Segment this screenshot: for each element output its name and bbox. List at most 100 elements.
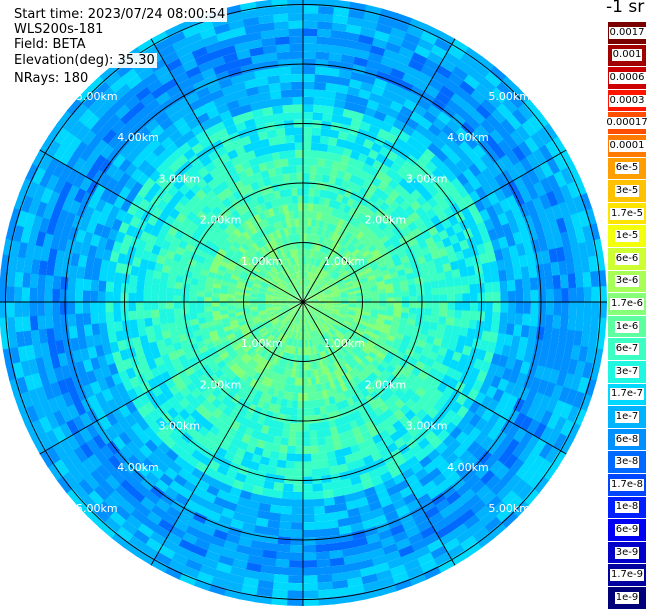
range-cell [324, 98, 336, 107]
range-cell [309, 423, 317, 431]
range-cell [303, 13, 319, 21]
range-cell [288, 552, 303, 560]
range-cell [553, 302, 561, 317]
range-cell [286, 135, 296, 143]
range-cell [507, 280, 515, 292]
range-cell [293, 203, 299, 211]
range-cell [552, 275, 561, 290]
range-cell [29, 301, 37, 316]
range-cell [291, 188, 298, 196]
range-cell [401, 291, 409, 297]
range-cell [318, 14, 335, 23]
range-cell [424, 302, 432, 309]
range-cell [302, 439, 310, 447]
range-cell [409, 290, 417, 297]
range-cell [545, 315, 554, 329]
range-cell [316, 574, 332, 583]
range-cell [296, 173, 303, 181]
range-cell [545, 276, 554, 290]
colorbar-label: 0.001 [612, 49, 643, 61]
range-cell [287, 575, 303, 583]
range-cell [583, 317, 592, 334]
range-cell [303, 6, 320, 14]
range-cell [302, 552, 317, 560]
colorbar-label: 6e-5 [615, 162, 640, 174]
range-cell [292, 89, 304, 97]
range-cell [287, 583, 303, 591]
range-cell [576, 287, 584, 303]
range-cell [324, 90, 337, 99]
range-cell [166, 301, 174, 309]
range-cell [269, 83, 282, 92]
colorbar-segment: 3e-9 [607, 541, 647, 565]
colorbar-segment: 0.0003 [607, 89, 647, 113]
range-cell [219, 306, 227, 311]
range-cell [470, 302, 478, 312]
range-cell [303, 59, 317, 67]
colorbar-segment: 1e-6 [607, 315, 647, 339]
range-cell [67, 301, 75, 314]
range-cell [68, 276, 77, 290]
range-cell [286, 453, 295, 461]
range-cell [277, 51, 291, 60]
range-cell [174, 301, 182, 308]
range-cell [507, 313, 516, 325]
range-cell [290, 181, 297, 189]
range-cell [303, 416, 310, 424]
ring-label: 2.00km [365, 378, 407, 391]
range-cell [313, 514, 326, 523]
range-cell [324, 505, 337, 514]
range-cell [297, 393, 303, 401]
range-cell [113, 311, 121, 322]
range-cell [416, 289, 424, 296]
range-cell [314, 82, 327, 91]
ring-label: 2.00km [365, 214, 407, 227]
range-cell [303, 226, 307, 234]
range-cell [447, 286, 455, 295]
colorbar-segment: 6e-9 [607, 518, 647, 542]
range-cell [317, 29, 333, 38]
range-cell [113, 281, 121, 292]
range-cell [105, 291, 113, 302]
range-cell [129, 319, 138, 330]
range-cell [310, 453, 319, 461]
range-cell [316, 567, 332, 576]
colorbar-label: 1.7e-6 [610, 298, 644, 310]
range-cell [114, 320, 123, 331]
range-cell [303, 211, 308, 219]
range-cell [278, 67, 292, 76]
range-cell [37, 273, 46, 288]
range-cell [569, 288, 577, 303]
range-cell [303, 180, 310, 188]
range-cell [303, 188, 309, 196]
range-cell [538, 289, 546, 303]
range-cell [530, 277, 539, 291]
range-cell [498, 270, 507, 282]
range-cell [302, 530, 315, 538]
colorbar-segment: 6e-5 [607, 157, 647, 181]
range-cell [292, 196, 298, 204]
range-cell [270, 90, 283, 99]
range-cell [303, 104, 314, 112]
range-cell [318, 452, 328, 461]
range-cell [379, 302, 387, 307]
range-cell [279, 151, 288, 160]
range-cell [417, 302, 425, 309]
ring-label: 5.00km [76, 502, 118, 515]
range-cell [311, 468, 321, 476]
range-cell [67, 289, 75, 302]
colorbar-label: 6e-7 [615, 343, 640, 355]
range-cell [298, 378, 303, 386]
range-cell [313, 112, 324, 120]
range-cell [292, 492, 303, 500]
range-cell [309, 430, 317, 438]
ring-label: 1.00km [241, 337, 283, 350]
range-cell [137, 318, 146, 328]
range-cell [500, 281, 508, 293]
range-cell [394, 292, 402, 298]
range-cell [280, 506, 292, 515]
range-cell [311, 135, 321, 143]
colorbar-label: 6e-6 [615, 253, 640, 265]
range-cell [22, 271, 31, 287]
range-cell [90, 312, 98, 324]
